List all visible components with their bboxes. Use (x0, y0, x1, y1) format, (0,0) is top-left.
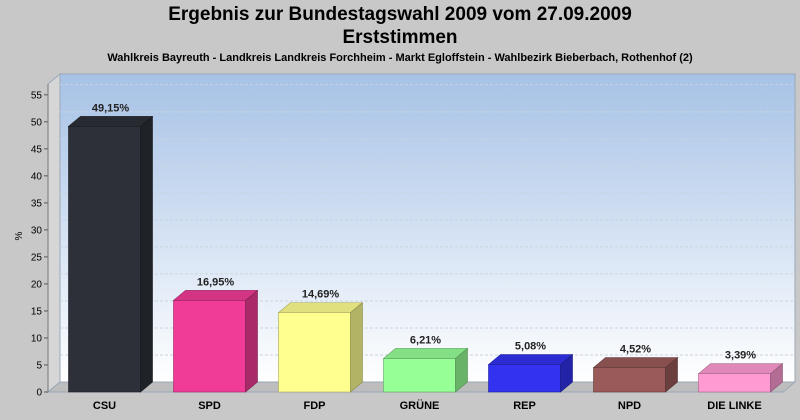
y-tick-label: 15 (31, 306, 43, 317)
bar-gr-ne (382, 347, 469, 393)
chart-title-line1: Ergebnis zur Bundestagswahl 2009 vom 27.… (168, 4, 632, 25)
bar-front (278, 312, 351, 393)
bar-front (383, 358, 456, 393)
bar-top (382, 348, 469, 359)
bar-front (68, 126, 141, 393)
x-tick-label: NPD (618, 400, 641, 412)
chart-subtitle: Wahlkreis Bayreuth - Landkreis Landkreis… (107, 52, 693, 64)
y-tick-label: 45 (31, 144, 43, 155)
bar-fdp (277, 301, 364, 393)
y-axis-label: % (14, 231, 25, 240)
y-tick-label: 40 (31, 171, 43, 182)
y-tick-label: 50 (31, 117, 43, 128)
y-tick-label: 20 (31, 279, 43, 290)
bar-top (697, 363, 784, 374)
chart-title: Ergebnis zur Bundestagswahl 2009 vom 27.… (0, 3, 800, 49)
bar-side (560, 353, 573, 393)
bar-side (770, 363, 783, 393)
chart-title-line2: Erststimmen (342, 27, 458, 48)
y-tick-label: 55 (31, 90, 43, 101)
y-tick-label: 30 (31, 225, 43, 236)
y-tick-label: 10 (31, 333, 43, 344)
bar-side (665, 356, 678, 393)
bar-die-linke (697, 363, 784, 393)
x-tick-label: FDP (304, 400, 326, 412)
plot-side-wall (47, 72, 61, 394)
bar-npd (592, 356, 679, 393)
bar-side (455, 347, 468, 393)
data-label: 16,95% (197, 276, 235, 288)
bar-front (698, 373, 771, 393)
data-label: 6,21% (410, 334, 441, 346)
bar-top (487, 354, 574, 365)
bar-top (277, 302, 364, 313)
bar-top (592, 357, 679, 368)
x-tick-label: DIE LINKE (707, 400, 761, 412)
bar-spd (172, 289, 259, 393)
x-tick-label: REP (513, 400, 536, 412)
bar-csu (67, 115, 154, 393)
x-tick-label: SPD (198, 400, 221, 412)
y-tick-label: 5 (36, 360, 42, 371)
x-tick-label: CSU (93, 400, 116, 412)
bar-side (245, 289, 258, 393)
bar-top (172, 290, 259, 301)
y-tick-label: 25 (31, 252, 43, 263)
bar-top (67, 116, 154, 127)
bar-front (488, 364, 561, 393)
data-label: 5,08% (515, 341, 546, 353)
x-tick-label: GRÜNE (400, 399, 440, 412)
data-label: 49,15% (92, 102, 130, 114)
bar-front (173, 300, 246, 393)
bar-side (140, 115, 153, 393)
bar-front (593, 367, 666, 393)
bar-rep (487, 353, 574, 393)
data-label: 3,39% (725, 350, 756, 362)
data-label: 4,52% (620, 344, 651, 356)
bar-side (350, 301, 363, 393)
data-label: 14,69% (302, 289, 340, 301)
y-tick-label: 0 (36, 388, 42, 399)
y-tick-label: 35 (31, 198, 43, 209)
